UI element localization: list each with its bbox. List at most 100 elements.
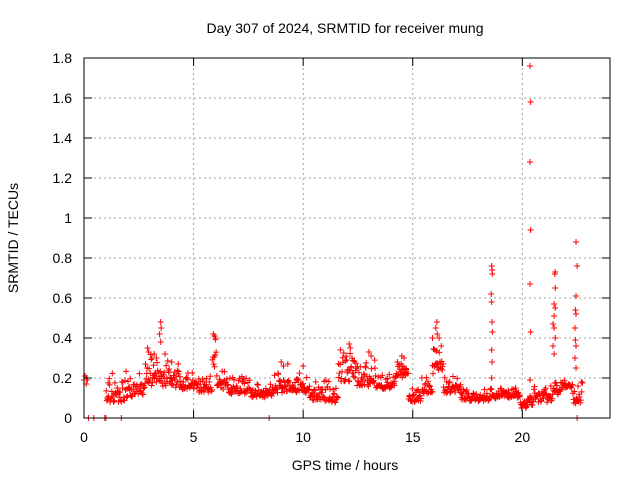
data-point <box>571 388 578 395</box>
data-point <box>505 387 512 394</box>
data-point <box>391 378 398 385</box>
x-tick-labels: 0 5 10 15 20 <box>80 429 530 445</box>
data-point <box>358 374 365 381</box>
data-point <box>573 239 580 245</box>
data-point <box>275 371 282 378</box>
data-point <box>137 381 144 388</box>
data-point <box>577 399 584 406</box>
data-point <box>300 363 307 369</box>
data-point <box>294 376 301 383</box>
data-point <box>146 365 153 372</box>
data-point <box>368 353 375 359</box>
data-point <box>106 375 113 382</box>
data-point <box>121 397 128 404</box>
data-point <box>405 370 412 377</box>
data-point <box>447 390 454 397</box>
data-point <box>488 386 495 393</box>
data-point <box>184 376 191 383</box>
data-point <box>409 385 416 392</box>
data-point <box>144 345 151 351</box>
data-point <box>430 370 437 377</box>
data-point <box>418 395 425 402</box>
data-point <box>429 335 436 341</box>
data-point <box>488 375 495 381</box>
data-point <box>575 383 582 390</box>
data-point <box>434 331 441 337</box>
data-point <box>552 285 559 291</box>
data-point <box>111 397 118 404</box>
data-point <box>577 397 584 404</box>
y-tick-label: 1.8 <box>53 50 73 66</box>
data-point <box>207 373 214 380</box>
data-point <box>323 377 330 384</box>
data-point <box>488 347 495 353</box>
data-point <box>370 378 377 385</box>
data-point <box>291 385 298 392</box>
data-point <box>360 370 367 377</box>
data-point <box>433 319 440 325</box>
data-point <box>280 363 287 369</box>
data-point <box>348 363 355 370</box>
y-tick-label: 1.2 <box>53 170 73 186</box>
data-point <box>343 356 350 363</box>
data-point <box>402 365 409 372</box>
data-point <box>211 363 218 370</box>
x-tick-label: 20 <box>515 429 531 445</box>
data-point <box>330 386 337 393</box>
data-point <box>154 359 161 366</box>
data-point <box>121 377 128 384</box>
data-point <box>527 377 534 383</box>
data-point <box>454 375 461 382</box>
data-point <box>460 387 467 394</box>
data-point <box>372 365 379 372</box>
data-point <box>550 343 557 349</box>
data-point <box>226 375 233 382</box>
axis-ticks <box>83 57 610 419</box>
data-point <box>568 384 575 391</box>
data-point <box>201 381 208 388</box>
data-point <box>342 376 349 383</box>
data-point <box>572 337 579 343</box>
data-point <box>158 325 165 331</box>
data-point <box>436 335 443 341</box>
data-point <box>114 385 121 392</box>
data-point <box>379 372 386 379</box>
data-point <box>315 393 322 400</box>
data-point <box>527 329 534 335</box>
data-point <box>423 374 430 381</box>
data-point <box>221 368 228 375</box>
data-point <box>166 366 173 373</box>
data-point <box>512 385 519 392</box>
plot-frame <box>83 57 611 419</box>
data-point <box>254 382 261 389</box>
data-point <box>180 378 187 385</box>
data-point <box>292 379 299 386</box>
data-point <box>212 335 219 341</box>
data-point <box>210 361 217 368</box>
data-point <box>574 263 581 269</box>
data-point <box>343 353 350 360</box>
data-point <box>271 372 278 379</box>
data-point <box>424 390 431 397</box>
data-point <box>241 380 248 387</box>
data-point <box>110 398 117 405</box>
data-point <box>149 379 156 386</box>
chart-title: Day 307 of 2024, SRMTID for receiver mun… <box>206 20 483 36</box>
data-point <box>569 382 576 389</box>
data-point <box>459 392 466 399</box>
data-point <box>340 349 347 356</box>
data-point <box>527 227 534 233</box>
data-point <box>363 359 370 366</box>
data-point <box>527 281 534 287</box>
data-point <box>332 399 339 406</box>
data-point <box>375 373 382 380</box>
data-point <box>432 325 439 331</box>
data-point <box>162 382 169 389</box>
data-point <box>123 394 130 401</box>
data-point <box>551 301 558 307</box>
data-point <box>164 357 171 364</box>
data-point <box>489 329 496 335</box>
data-point <box>339 368 346 375</box>
data-point <box>552 305 559 311</box>
